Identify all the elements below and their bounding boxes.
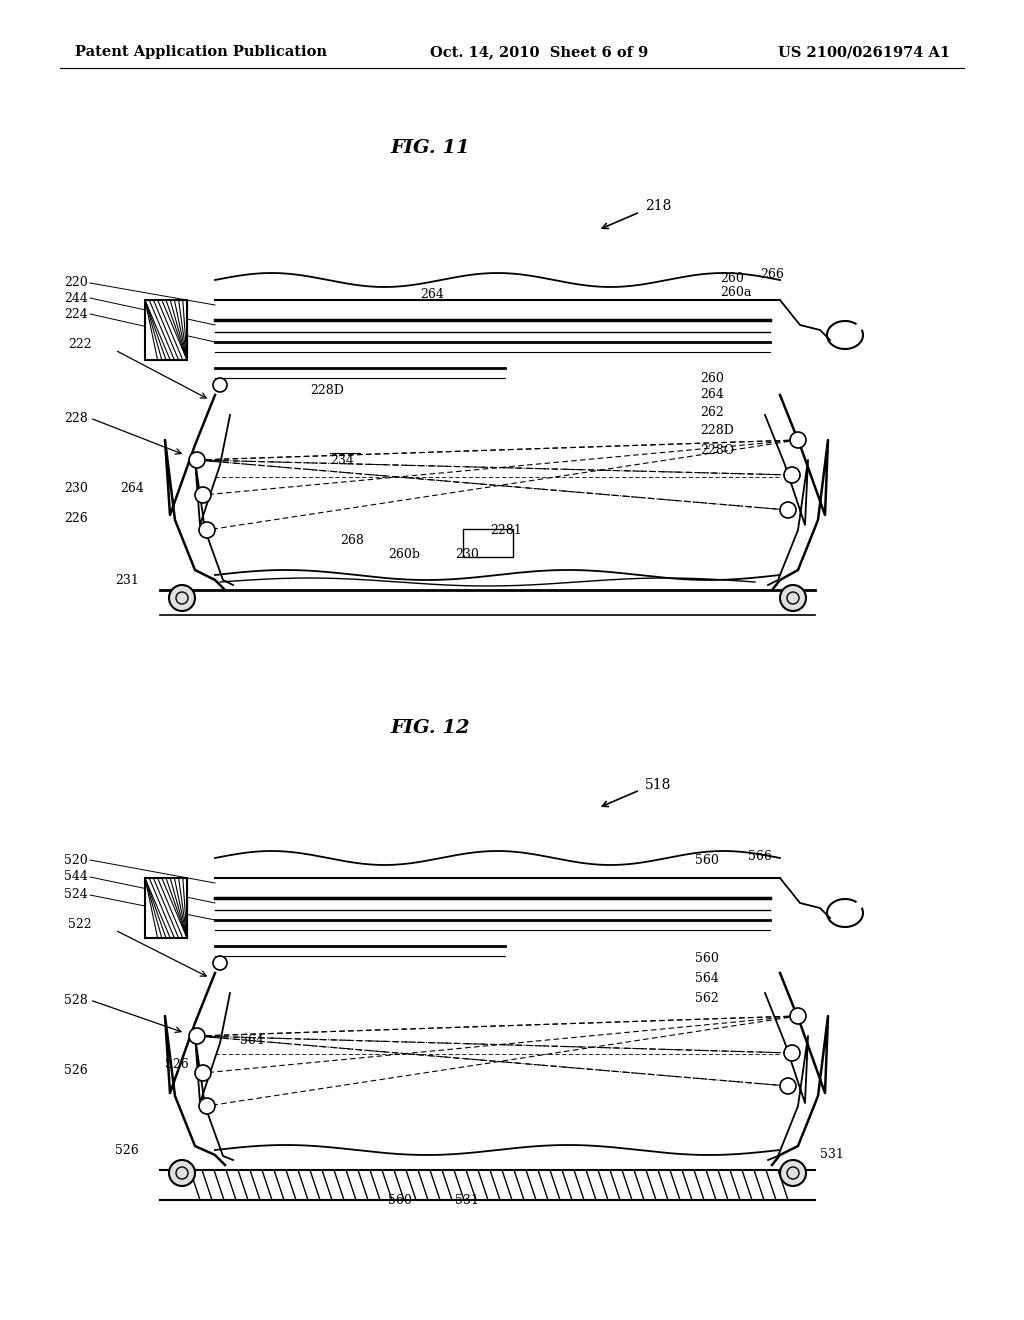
Text: 218: 218: [645, 199, 672, 213]
Text: 531: 531: [455, 1193, 479, 1206]
Circle shape: [213, 378, 227, 392]
Text: 566: 566: [748, 850, 772, 862]
Circle shape: [780, 1160, 806, 1185]
Text: 264: 264: [700, 388, 724, 401]
Text: FIG. 11: FIG. 11: [390, 139, 470, 157]
Text: 560: 560: [695, 854, 719, 866]
Text: 220: 220: [65, 276, 88, 289]
Text: 564: 564: [240, 1034, 264, 1047]
Text: 526: 526: [65, 1064, 88, 1077]
Bar: [463, 529, 512, 557]
Text: 522: 522: [69, 919, 92, 932]
Circle shape: [784, 1045, 800, 1061]
Text: Oct. 14, 2010  Sheet 6 of 9: Oct. 14, 2010 Sheet 6 of 9: [430, 45, 648, 59]
Circle shape: [195, 487, 211, 503]
Text: 524: 524: [65, 888, 88, 902]
Circle shape: [790, 1008, 806, 1024]
Text: 226: 226: [65, 511, 88, 524]
Circle shape: [780, 1078, 796, 1094]
Circle shape: [790, 432, 806, 447]
Circle shape: [784, 467, 800, 483]
Text: 526: 526: [165, 1059, 188, 1072]
Bar: [145, 878, 187, 939]
Text: 228D: 228D: [700, 424, 734, 437]
Text: 264: 264: [120, 482, 144, 495]
Text: 526: 526: [115, 1143, 138, 1156]
Text: 230: 230: [65, 482, 88, 495]
Circle shape: [189, 1028, 205, 1044]
Text: 222: 222: [69, 338, 92, 351]
Text: 228O: 228O: [700, 444, 734, 457]
Text: 562: 562: [695, 991, 719, 1005]
Text: 260a: 260a: [720, 286, 752, 300]
Text: 228: 228: [65, 412, 88, 425]
Text: 264: 264: [420, 289, 443, 301]
Text: 560: 560: [388, 1193, 412, 1206]
Text: 262: 262: [700, 407, 724, 420]
Text: US 2100/0261974 A1: US 2100/0261974 A1: [778, 45, 950, 59]
Circle shape: [189, 451, 205, 469]
Text: 260: 260: [720, 272, 743, 285]
Text: 518: 518: [645, 777, 672, 792]
Text: FIG. 12: FIG. 12: [390, 719, 470, 737]
Text: 544: 544: [65, 870, 88, 883]
Text: 266: 266: [760, 268, 784, 281]
Text: Patent Application Publication: Patent Application Publication: [75, 45, 327, 59]
Text: 228D: 228D: [310, 384, 344, 396]
Text: 244: 244: [65, 292, 88, 305]
Text: 230: 230: [455, 548, 479, 561]
Text: 268: 268: [340, 533, 364, 546]
Circle shape: [780, 585, 806, 611]
Text: 231: 231: [115, 573, 139, 586]
Text: 234: 234: [330, 454, 354, 466]
Text: 260: 260: [700, 371, 724, 384]
Text: 564: 564: [695, 972, 719, 985]
Text: 560: 560: [695, 952, 719, 965]
Circle shape: [199, 1098, 215, 1114]
Text: 531: 531: [820, 1148, 844, 1162]
Text: 520: 520: [65, 854, 88, 866]
Circle shape: [195, 1065, 211, 1081]
Circle shape: [169, 585, 195, 611]
Text: 260b: 260b: [388, 548, 420, 561]
Text: 528: 528: [65, 994, 88, 1006]
Circle shape: [169, 1160, 195, 1185]
Circle shape: [199, 521, 215, 539]
Text: 2281: 2281: [490, 524, 522, 536]
Circle shape: [780, 502, 796, 517]
Text: 224: 224: [65, 308, 88, 321]
Circle shape: [213, 956, 227, 970]
Bar: [145, 300, 187, 360]
